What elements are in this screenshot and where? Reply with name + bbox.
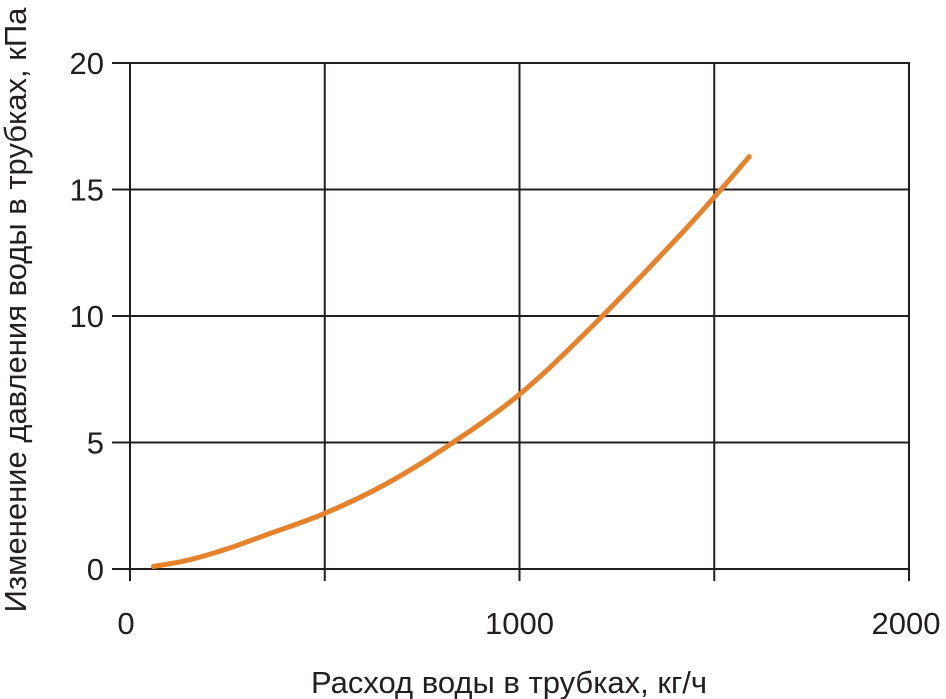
- series-line: [150, 154, 752, 569]
- y-tick-label: 10: [70, 299, 104, 334]
- y-tick-label: 5: [87, 426, 104, 461]
- axes: [112, 62, 910, 581]
- y-tick-label: 20: [70, 46, 104, 81]
- x-tick-label: 2000: [872, 606, 941, 641]
- series-layer: [150, 154, 752, 569]
- tick-labels: 0 5 10 15 20 0 1000 2000: [70, 46, 941, 641]
- y-tick-label: 0: [87, 552, 104, 587]
- x-tick-label: 0: [117, 606, 134, 641]
- grid: [129, 62, 910, 570]
- y-tick-label: 15: [70, 173, 104, 208]
- y-axis-label: Изменение давления воды в трубках, кПа: [0, 7, 33, 612]
- x-axis-label: Расход воды в трубках, кг/ч: [311, 665, 707, 699]
- x-tick-label: 1000: [485, 606, 554, 641]
